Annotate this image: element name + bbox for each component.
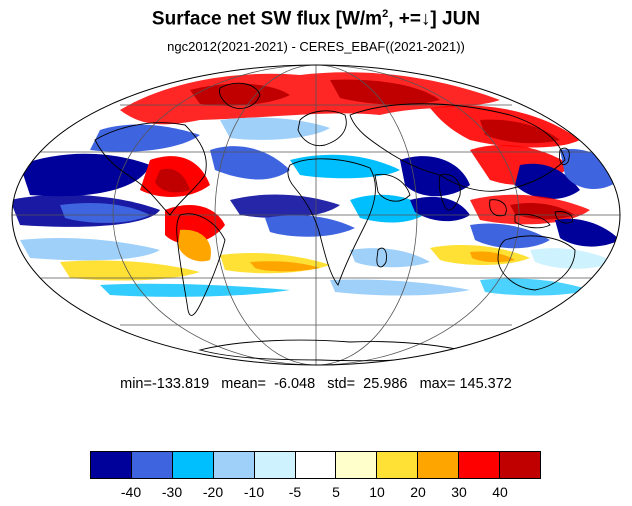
colorbar-cell bbox=[172, 452, 214, 478]
colorbar-tick-label: 10 bbox=[369, 484, 385, 500]
colorbar-cell bbox=[377, 452, 419, 478]
colorbar-tick-label: 30 bbox=[451, 484, 467, 500]
colorbar-cell bbox=[254, 452, 296, 478]
colorbar-cell bbox=[336, 452, 378, 478]
colorbar-tick-label: 5 bbox=[332, 484, 340, 500]
colorbar-cell bbox=[213, 452, 255, 478]
stats-line: min=-133.819 mean= -6.048 std= 25.986 ma… bbox=[120, 376, 512, 392]
page-subtitle: ngc2012(2021-2021) - CERES_EBAF((2021-20… bbox=[167, 39, 465, 54]
colorbar-tick-label: -20 bbox=[202, 484, 224, 500]
colorbar-tick-label: -30 bbox=[161, 484, 183, 500]
colorbar-tick-label: 20 bbox=[410, 484, 426, 500]
colorbar-tick-label: -10 bbox=[243, 484, 265, 500]
mollweide-map bbox=[11, 64, 621, 366]
map-border bbox=[11, 64, 621, 366]
flux-field bbox=[12, 72, 620, 297]
colorbar-cell bbox=[131, 452, 173, 478]
colorbar-cell bbox=[91, 452, 132, 478]
colorbar bbox=[90, 451, 541, 479]
page-title: Surface net SW flux [W/m2, +=↓] JUN bbox=[151, 8, 481, 30]
colorbar-tick-label: -40 bbox=[120, 484, 142, 500]
colorbar-tick-label: 40 bbox=[492, 484, 508, 500]
colorbar-tick-label: -5 bbox=[288, 484, 302, 500]
colorbar-cell bbox=[500, 452, 540, 478]
coastlines bbox=[94, 82, 598, 362]
colorbar-cell bbox=[295, 452, 337, 478]
colorbar-cell bbox=[459, 452, 501, 478]
colorbar-cell bbox=[418, 452, 460, 478]
